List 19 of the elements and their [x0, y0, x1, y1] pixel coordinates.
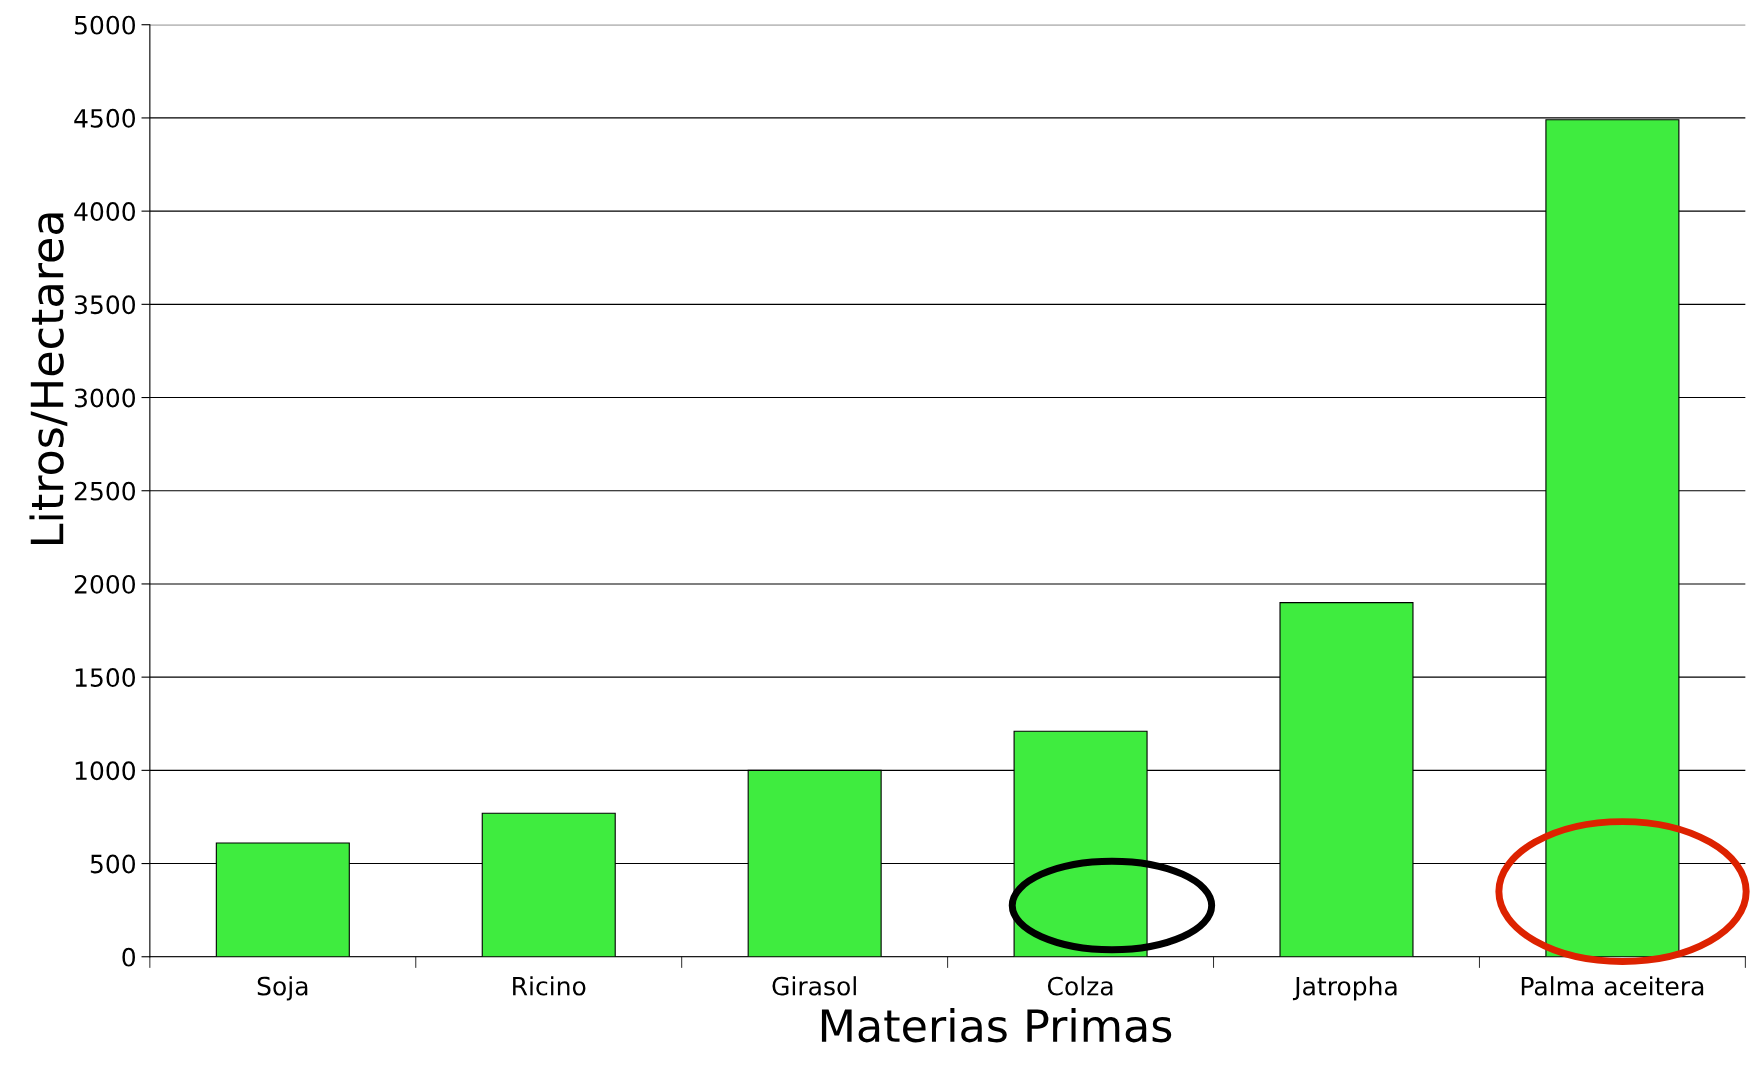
- x-tick-label: Girasol: [772, 976, 856, 996]
- y-tick-label: 500: [90, 854, 135, 874]
- x-tick-label: Palma aceitera: [1521, 976, 1704, 996]
- x-axis-title: Materias Primas: [821, 1008, 1172, 1043]
- x-tick-label: Soja: [257, 976, 308, 1001]
- y-tick-label: 3500: [74, 295, 135, 315]
- x-tick-label: Jatropha: [1292, 976, 1397, 1001]
- y-tick-label: 3000: [74, 388, 135, 408]
- y-tick-label: 4000: [74, 202, 135, 221]
- y-tick-label: 0: [122, 947, 135, 967]
- y-tick-label: 2500: [74, 481, 135, 501]
- y-tick-label: 5000: [74, 15, 135, 35]
- y-tick-label: 4500: [74, 108, 135, 128]
- y-tick-label: 1000: [75, 761, 135, 781]
- x-tick-label: Ricino: [513, 976, 586, 996]
- y-tick-label: 2000: [74, 574, 135, 594]
- x-tick-label: Colza: [1047, 976, 1113, 996]
- y-axis-title: Litros/Hectarea: [29, 213, 68, 544]
- y-tick-label: 1500: [75, 668, 135, 687]
